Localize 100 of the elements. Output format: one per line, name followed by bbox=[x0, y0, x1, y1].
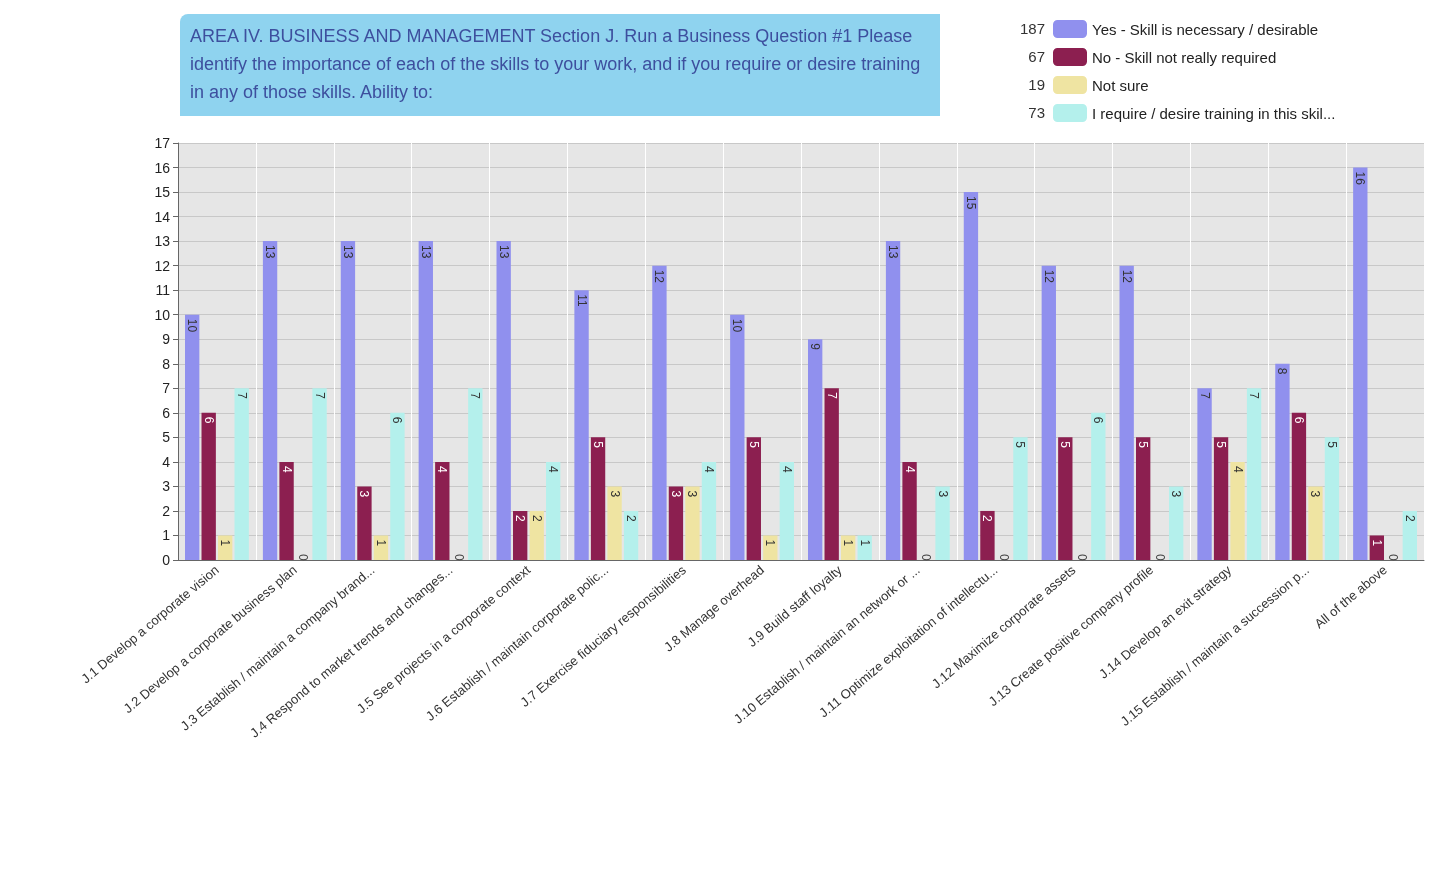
text: 67 bbox=[1028, 48, 1045, 65]
data-label: 0 bbox=[919, 554, 934, 561]
data-label: 4 bbox=[701, 465, 716, 473]
y-tick-label: 11 bbox=[155, 282, 171, 299]
bar bbox=[1353, 167, 1368, 560]
bar bbox=[701, 461, 717, 560]
bar bbox=[935, 486, 950, 560]
data-label: 3 bbox=[1169, 490, 1184, 498]
bar bbox=[262, 241, 278, 560]
y-tick-label: 12 bbox=[154, 257, 171, 274]
data-label: 6 bbox=[1091, 416, 1106, 424]
data-label: 12 bbox=[1041, 269, 1056, 284]
bar bbox=[574, 290, 589, 560]
text: 73 bbox=[1028, 104, 1045, 121]
data-label: 2 bbox=[529, 514, 544, 522]
data-label: 0 bbox=[1074, 554, 1089, 561]
bar bbox=[652, 265, 667, 560]
bar bbox=[623, 510, 639, 560]
data-label: 5 bbox=[1058, 441, 1073, 449]
bar bbox=[357, 486, 372, 560]
data-label: 4 bbox=[779, 465, 794, 473]
bar bbox=[513, 510, 528, 560]
bar bbox=[1324, 437, 1340, 560]
data-label: 4 bbox=[546, 465, 561, 473]
y-tick-label: 17 bbox=[154, 135, 171, 151]
data-label: 3 bbox=[685, 490, 700, 498]
data-label: 10 bbox=[185, 318, 200, 333]
data-label: 13 bbox=[263, 245, 278, 259]
bar bbox=[857, 535, 872, 560]
bar bbox=[185, 314, 200, 560]
bar bbox=[1013, 437, 1028, 560]
legend-label: Yes - Skill is necessary / desirable bbox=[1092, 20, 1319, 38]
bar bbox=[1136, 437, 1151, 560]
bar bbox=[730, 314, 745, 560]
bar bbox=[885, 241, 901, 560]
text: 187 bbox=[1019, 20, 1045, 37]
y-tick-label: 9 bbox=[162, 331, 171, 348]
y-tick-label: 6 bbox=[162, 404, 171, 421]
data-label: 13 bbox=[340, 245, 355, 259]
data-label: 4 bbox=[902, 465, 917, 473]
y-tick-label: 16 bbox=[154, 159, 171, 176]
data-label: 2 bbox=[980, 514, 995, 522]
data-label: 0 bbox=[451, 554, 466, 561]
y-tick-label: 14 bbox=[154, 208, 171, 225]
y-tick-label: 13 bbox=[154, 233, 171, 250]
data-label: 6 bbox=[201, 416, 216, 424]
data-label: 3 bbox=[1308, 490, 1323, 498]
bar bbox=[1091, 412, 1106, 560]
bar bbox=[685, 486, 700, 560]
data-label: 10 bbox=[730, 318, 745, 333]
data-label: 12 bbox=[652, 269, 667, 284]
data-label: 4 bbox=[1230, 465, 1245, 473]
bar bbox=[390, 412, 405, 560]
bar bbox=[418, 241, 433, 560]
y-tick-label: 5 bbox=[162, 429, 171, 446]
y-tick-label: 0 bbox=[162, 552, 171, 568]
legend-label: No - Skill not really required bbox=[1092, 48, 1277, 66]
y-tick-label: 15 bbox=[154, 184, 171, 201]
data-label: 8 bbox=[1275, 367, 1290, 375]
data-label: 0 bbox=[1386, 554, 1401, 561]
data-label: 7 bbox=[468, 392, 483, 400]
bar bbox=[1308, 486, 1323, 560]
data-label: 3 bbox=[935, 490, 950, 498]
data-label: 4 bbox=[435, 465, 450, 473]
bar bbox=[546, 461, 561, 560]
data-label: 5 bbox=[746, 441, 761, 449]
data-label: 7 bbox=[1197, 392, 1212, 400]
data-label: 5 bbox=[1136, 441, 1151, 449]
chart-title: AREA IV. BUSINESS AND MANAGEMENT Section J. Run a Business Question #1 Please identify the importance of each of the skills to your work, and if you require or desire training in any of those skills. Ability to: bbox=[190, 26, 926, 102]
y-tick-label: 2 bbox=[162, 502, 171, 519]
y-tick-label: 1 bbox=[162, 527, 171, 544]
bar bbox=[1291, 412, 1307, 560]
bar bbox=[1402, 510, 1417, 560]
data-label: 9 bbox=[808, 343, 823, 351]
data-label: 0 bbox=[1152, 554, 1167, 561]
data-label: 13 bbox=[418, 245, 433, 259]
bar bbox=[496, 241, 511, 560]
bar bbox=[607, 486, 622, 560]
y-tick-label: 7 bbox=[162, 380, 171, 397]
data-label: 0 bbox=[296, 554, 311, 561]
y-tick-label: 8 bbox=[162, 355, 171, 372]
bar bbox=[529, 510, 544, 560]
data-label: 7 bbox=[234, 392, 249, 400]
data-label: 12 bbox=[1119, 269, 1134, 284]
data-label: 1 bbox=[857, 539, 872, 547]
bar bbox=[1275, 363, 1290, 560]
bar bbox=[763, 535, 778, 560]
y-tick-label: 3 bbox=[162, 478, 171, 495]
data-label: 1 bbox=[841, 539, 856, 547]
bar bbox=[1230, 461, 1245, 560]
data-label: 2 bbox=[513, 514, 528, 522]
data-label: 3 bbox=[607, 490, 622, 498]
data-label: 3 bbox=[668, 490, 683, 498]
data-label: 5 bbox=[1324, 441, 1339, 449]
bar bbox=[1058, 437, 1073, 560]
bar bbox=[668, 486, 684, 560]
data-label: 4 bbox=[279, 465, 294, 473]
bar bbox=[824, 388, 839, 560]
data-label: 1 bbox=[1369, 539, 1384, 547]
data-label: 16 bbox=[1353, 171, 1368, 186]
